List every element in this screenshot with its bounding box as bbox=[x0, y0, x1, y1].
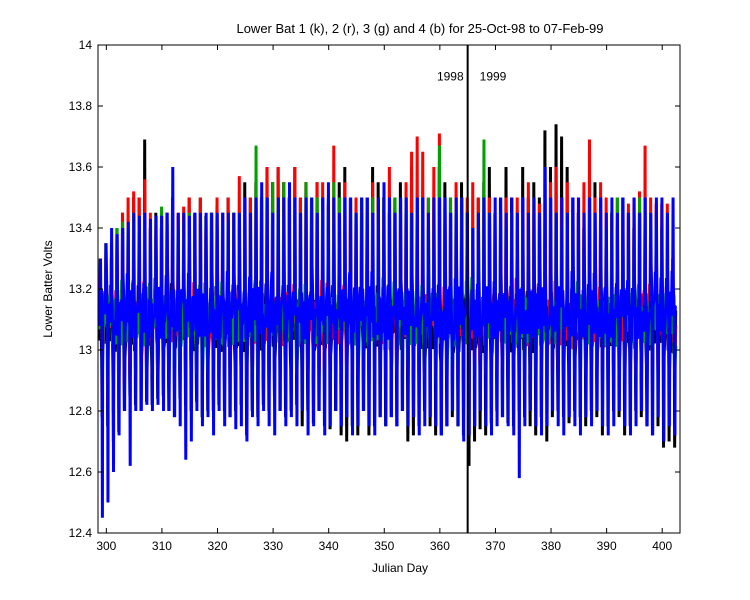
x-axis-label: Julian Day bbox=[372, 561, 428, 575]
y-axis-label: Lower Batter Volts bbox=[41, 240, 55, 337]
x-tick-label: 360 bbox=[430, 539, 450, 553]
y-tick-label: 13.2 bbox=[69, 282, 93, 296]
series-layer bbox=[98, 124, 678, 518]
year-annotation-1999: 1999 bbox=[480, 70, 507, 84]
y-tick-label: 12.8 bbox=[69, 404, 93, 418]
year-annotation-1998: 1998 bbox=[437, 70, 464, 84]
chart-title: Lower Bat 1 (k), 2 (r), 3 (g) and 4 (b) … bbox=[236, 21, 603, 36]
y-tick-label: 13.6 bbox=[69, 160, 93, 174]
x-tick-label: 400 bbox=[652, 539, 672, 553]
y-tick-label: 14 bbox=[79, 38, 93, 52]
y-tick-label: 13 bbox=[79, 343, 93, 357]
x-tick-label: 370 bbox=[485, 539, 505, 553]
x-tick-label: 330 bbox=[263, 539, 283, 553]
series-line-b bbox=[98, 166, 678, 518]
y-tick-label: 12.6 bbox=[69, 465, 93, 479]
annotation-layer: 1998 1999 bbox=[437, 45, 507, 533]
y-axis: 12.4 12.6 12.8 13 13.2 13.4 13.6 13.8 14 bbox=[69, 38, 680, 540]
x-tick-label: 320 bbox=[207, 539, 227, 553]
x-tick-label: 340 bbox=[319, 539, 339, 553]
x-tick-label: 350 bbox=[374, 539, 394, 553]
x-tick-label: 380 bbox=[541, 539, 561, 553]
y-tick-label: 13.4 bbox=[69, 221, 93, 235]
x-tick-label: 390 bbox=[597, 539, 617, 553]
y-tick-label: 13.8 bbox=[69, 99, 93, 113]
x-tick-label: 310 bbox=[152, 539, 172, 553]
x-axis: 300 310 320 330 340 350 360 370 380 390 400 bbox=[96, 45, 673, 553]
x-tick-label: 300 bbox=[96, 539, 116, 553]
y-tick-label: 12.4 bbox=[69, 526, 93, 540]
